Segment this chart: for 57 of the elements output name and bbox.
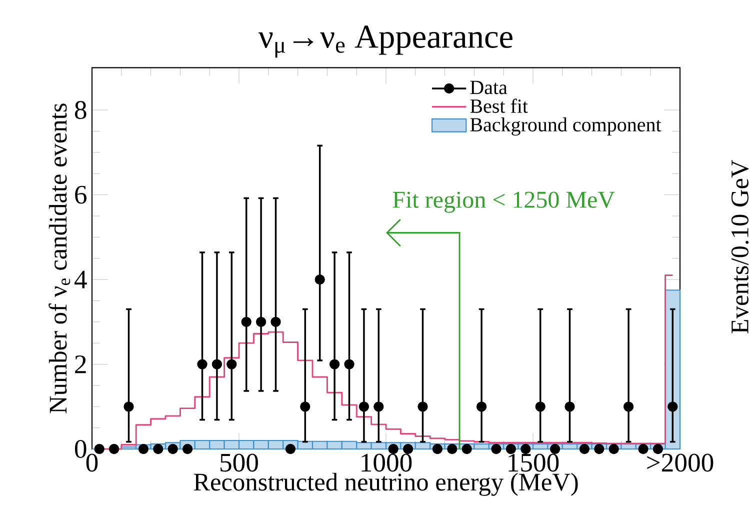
point [329, 359, 340, 370]
point [550, 444, 560, 454]
point [197, 359, 208, 370]
point [212, 359, 222, 370]
y-axis-title: Number of ν$_{e}$ candidate events [48, 104, 70, 414]
point [579, 444, 590, 454]
legend-label: Background component [470, 117, 662, 136]
point [374, 402, 384, 412]
y2-axis-title: Events/0.10 GeV [731, 160, 749, 334]
point [182, 444, 193, 454]
legend-label: Best fit [470, 98, 528, 113]
point [432, 444, 443, 454]
point [447, 444, 458, 454]
point [108, 444, 120, 454]
point [462, 444, 472, 454]
legend-label: Data [470, 80, 508, 94]
point [138, 444, 149, 454]
x-tick-label: 1500 [508, 454, 559, 472]
point [535, 402, 546, 412]
y-tick-label: 4 [74, 270, 87, 288]
point [564, 402, 575, 412]
point [241, 316, 252, 327]
y-tick-label: 2 [75, 355, 86, 374]
point [594, 444, 604, 454]
point [358, 402, 370, 412]
point [476, 402, 487, 412]
point [652, 444, 664, 454]
point [300, 402, 310, 412]
chart-title: ν$_{μ}$→ν$_{e}$ Appearance [258, 26, 512, 58]
y-tick-label: 0 [74, 440, 86, 458]
point [94, 444, 104, 454]
x-axis-title: Reconstructed neutrino energy (MeV) [194, 472, 578, 496]
point [608, 444, 619, 454]
point [124, 402, 134, 412]
point [623, 402, 634, 412]
point [388, 444, 398, 454]
point [402, 444, 414, 454]
x-tick-label: 1000 [362, 454, 412, 472]
y-tick-label: 6 [75, 186, 87, 204]
point [344, 359, 354, 370]
point [638, 444, 648, 454]
x-tick-label: >2000 [647, 454, 714, 472]
point [270, 316, 281, 327]
point [168, 444, 178, 454]
point [285, 444, 296, 454]
point [506, 444, 516, 454]
point [491, 444, 502, 454]
point [226, 359, 237, 370]
point [153, 444, 164, 454]
point [418, 402, 428, 412]
point [668, 402, 678, 412]
x-tick-label: 500 [220, 454, 258, 472]
ref-line-label: Fit region < 1250 MeV [392, 192, 615, 213]
y-tick-label: 8 [74, 101, 86, 120]
point [520, 444, 531, 454]
point [256, 316, 266, 327]
point [314, 274, 325, 285]
